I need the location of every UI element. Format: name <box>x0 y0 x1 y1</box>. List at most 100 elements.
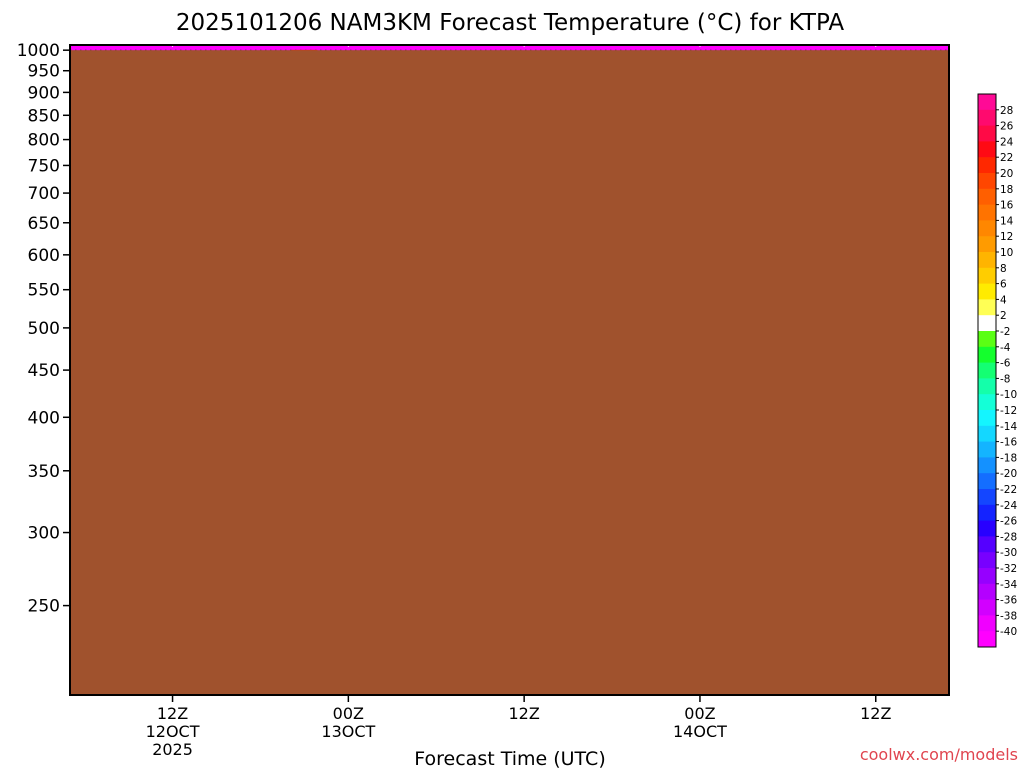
colorbar-swatch <box>978 252 996 269</box>
y-tick-label: 900 <box>28 83 60 103</box>
y-tick-label: 550 <box>28 281 60 301</box>
colorbar-swatch <box>978 283 996 300</box>
colorbar-swatch <box>978 536 996 553</box>
colorbar-swatch <box>978 394 996 411</box>
colorbar-swatch <box>978 331 996 348</box>
colorbar-label: -28 <box>1000 531 1017 543</box>
colorbar-swatch <box>978 220 996 237</box>
colorbar-label: -14 <box>1000 421 1017 433</box>
colorbar-label: 16 <box>1000 200 1014 212</box>
colorbar-label: -26 <box>1000 516 1017 528</box>
x-tick-label: 00Z <box>333 704 364 723</box>
y-tick-label: 750 <box>28 156 60 176</box>
colorbar-label: 8 <box>1000 263 1007 275</box>
colorbar-label: 24 <box>1000 136 1014 148</box>
colorbar-swatch <box>978 425 996 443</box>
colorbar-label: 2 <box>1000 310 1007 322</box>
y-tick-label: 950 <box>28 62 60 82</box>
colorbar-label: -40 <box>1000 626 1017 638</box>
colorbar-swatch <box>978 94 996 111</box>
colorbar-swatch <box>978 299 996 316</box>
plot-area: 22221818141410106622-2-2-6-6-10-10-14-14… <box>70 45 949 695</box>
colorbar: 28 26 24 22 20 18 16 14 12 10 8 6 4 2 -2 -4 -6 -8 -10 -12 -1… <box>977 93 1017 648</box>
colorbar-swatch <box>978 489 996 506</box>
colorbar-swatch <box>978 141 996 158</box>
colorbar-label: 14 <box>1000 215 1014 227</box>
colorbar-swatch <box>978 267 996 285</box>
colorbar-swatch <box>978 457 996 474</box>
colorbar-label: -30 <box>1000 547 1017 559</box>
colorbar-swatch <box>978 552 996 569</box>
chart-title: 2025101206 NAM3KM Forecast Temperature (… <box>176 10 844 36</box>
x-tick-label: 12Z <box>860 704 891 723</box>
colorbar-swatch <box>978 157 996 174</box>
y-tick-label: 250 <box>28 597 60 617</box>
colorbar-swatch <box>978 362 996 379</box>
y-tick-label: 350 <box>28 462 60 482</box>
y-tick-label: 850 <box>28 106 60 126</box>
ground-strip <box>70 50 949 695</box>
colorbar-swatch <box>978 615 996 632</box>
colorbar-swatch <box>978 109 996 127</box>
colorbar-label: -24 <box>1000 500 1017 512</box>
colorbar-label: 26 <box>1000 121 1014 133</box>
y-tick-label: 300 <box>28 524 60 544</box>
colorbar-label: -22 <box>1000 484 1017 496</box>
colorbar-label: -36 <box>1000 595 1017 607</box>
colorbar-label: -8 <box>1000 373 1010 385</box>
colorbar-label: -16 <box>1000 437 1017 449</box>
colorbar-label: 12 <box>1000 231 1013 243</box>
colorbar-swatch <box>978 568 996 585</box>
colorbar-label: 18 <box>1000 184 1013 196</box>
colorbar-swatch <box>978 631 996 648</box>
y-tick-label: 400 <box>28 408 60 428</box>
colorbar-swatch <box>978 188 996 206</box>
colorbar-frame <box>977 93 997 648</box>
colorbar-swatch <box>978 599 996 616</box>
x-tick-label: 2025 <box>152 740 193 759</box>
colorbar-label: -20 <box>1000 468 1017 480</box>
x-tick-label: 00Z <box>684 704 715 723</box>
x-tick-label: 13OCT <box>321 722 375 741</box>
x-tick-label: 12Z <box>508 704 539 723</box>
y-tick-label: 500 <box>28 319 60 339</box>
colorbar-label: 22 <box>1000 152 1013 164</box>
colorbar-label: -6 <box>1000 358 1011 370</box>
colorbar-label: 10 <box>1000 247 1013 259</box>
y-tick-label: 650 <box>28 214 60 234</box>
colorbar-label: -10 <box>1000 389 1017 401</box>
colorbar-label: -2 <box>1000 326 1010 338</box>
x-tick-label: 12OCT <box>146 722 200 741</box>
colorbar-swatch <box>978 520 996 537</box>
colorbar-label: 28 <box>1000 105 1013 117</box>
colorbar-swatch <box>978 583 996 601</box>
y-tick-label: 800 <box>28 131 60 151</box>
colorbar-label: -38 <box>1000 610 1017 622</box>
y-tick-label: 700 <box>28 184 60 204</box>
y-tick-label: 600 <box>28 246 60 266</box>
colorbar-swatch <box>978 378 996 395</box>
colorbar-label: -12 <box>1000 405 1017 417</box>
colorbar-swatch <box>978 346 996 364</box>
colorbar-label: -18 <box>1000 452 1017 464</box>
colorbar-swatch <box>978 204 996 221</box>
colorbar-label: 6 <box>1000 279 1007 291</box>
colorbar-swatch <box>978 504 996 522</box>
x-tick-label: 12Z <box>157 704 188 723</box>
colorbar-swatch <box>978 473 996 490</box>
colorbar-label: -4 <box>1000 342 1011 354</box>
colorbar-label: -34 <box>1000 579 1017 591</box>
colorbar-swatch <box>978 173 996 190</box>
colorbar-swatch <box>978 315 996 332</box>
y-tick-label: 1000 <box>17 41 60 61</box>
colorbar-label: 4 <box>1000 294 1007 306</box>
colorbar-label: 20 <box>1000 168 1013 180</box>
colorbar-label: -32 <box>1000 563 1017 575</box>
y-tick-label: 450 <box>28 361 60 381</box>
x-tick-label: 14OCT <box>673 722 727 741</box>
colorbar-swatch <box>978 125 996 142</box>
credit-link[interactable]: coolwx.com/models <box>860 745 1018 764</box>
colorbar-swatch <box>978 236 996 253</box>
